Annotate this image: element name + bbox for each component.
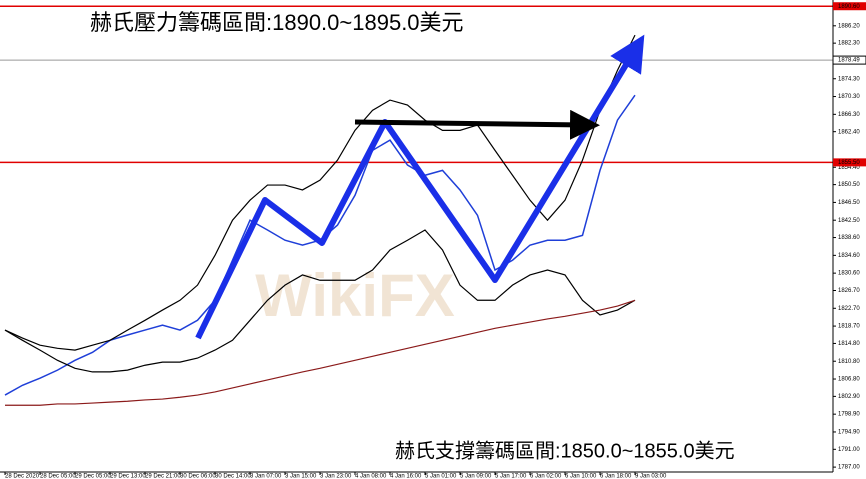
- y-tick-label: 1830.60: [838, 271, 860, 277]
- resistance-text: 赫氏壓力籌碼區間:1890.0~1895.0美元: [90, 10, 464, 35]
- y-tick-label: 1794.90: [838, 430, 860, 436]
- x-tick-label: 3 Jan 23:00: [320, 474, 352, 479]
- price-label-box: [832, 55, 866, 65]
- series-line: [4, 34, 636, 351]
- y-tick-label: 1850.50: [838, 182, 860, 188]
- x-tick-label: 5 Jan 09:00: [460, 474, 492, 479]
- support-text: 赫氏支撐籌碼區間:1850.0~1855.0美元: [395, 439, 735, 462]
- y-tick-label: 1791.00: [838, 447, 860, 453]
- y-tick-label: 1798.90: [838, 412, 860, 418]
- y-tick-label: 1822.70: [838, 306, 860, 312]
- price-label: 1855.50: [838, 160, 860, 166]
- x-tick-label: 28 Dec 05:00: [40, 474, 76, 479]
- y-tick-label: 1814.80: [838, 341, 860, 347]
- x-tick-label: 29 Dec 21:00: [145, 474, 181, 479]
- x-tick-label: 9 Jan 03:00: [635, 474, 667, 479]
- x-tick-label: 3 Jan 07:00: [250, 474, 282, 479]
- annotation-arrows: [195, 34, 645, 340]
- y-tick-label: 1846.50: [838, 200, 860, 206]
- price-label: 1890.60: [838, 4, 860, 10]
- y-tick-label: 1818.70: [838, 324, 860, 330]
- y-tick-label: 1866.30: [838, 112, 860, 118]
- y-tick-label: 1870.30: [838, 94, 860, 100]
- y-tick-label: 1787.00: [838, 465, 860, 471]
- y-tick-label: 1838.60: [838, 235, 860, 241]
- y-tick-label: 1882.30: [838, 41, 860, 47]
- x-tick-label: 5 Jan 01:00: [425, 474, 457, 479]
- blue-arrow: [195, 34, 645, 340]
- y-tick-label: 1806.80: [838, 377, 860, 383]
- x-tick-label: 29 Dec 13:00: [110, 474, 146, 479]
- x-tick-label: 30 Dec 06:00: [180, 474, 216, 479]
- y-tick-label: 1862.40: [838, 129, 860, 135]
- price-label: 1878.49: [838, 58, 860, 64]
- y-tick-label: 1802.90: [838, 394, 860, 400]
- x-tick-label: 28 Dec 2020: [5, 474, 40, 479]
- y-tick-label: 1810.80: [838, 359, 860, 365]
- y-tick-label: 1826.70: [838, 288, 860, 294]
- x-tick-label: 4 Jan 16:00: [390, 474, 422, 479]
- y-tick-label: 1854.40: [838, 165, 860, 171]
- x-tick-label: 6 Jan 18:00: [600, 474, 632, 479]
- x-tick-label: 6 Jan 02:00: [530, 474, 562, 479]
- y-tick-label: 1842.50: [838, 218, 860, 224]
- x-tick-label: 6 Jan 10:00: [565, 474, 597, 479]
- watermark: WikiFX: [255, 262, 454, 329]
- black-arrow: [354, 109, 600, 140]
- series-line: [4, 229, 636, 373]
- x-tick-label: 3 Jan 15:00: [285, 474, 317, 479]
- series-line: [5, 299, 636, 406]
- y-tick-label: 1834.60: [838, 253, 860, 259]
- x-tick-label: 30 Dec 14:00: [215, 474, 251, 479]
- price-label-box: [833, 158, 866, 167]
- price-label-box: [833, 2, 866, 11]
- x-tick-label: 29 Dec 05:00: [75, 474, 111, 479]
- x-tick-label: 5 Jan 17:00: [495, 474, 527, 479]
- x-tick-label: 4 Jan 08:00: [355, 474, 387, 479]
- y-tick-label: 1886.20: [838, 23, 860, 29]
- y-tick-label: 1874.30: [838, 76, 860, 82]
